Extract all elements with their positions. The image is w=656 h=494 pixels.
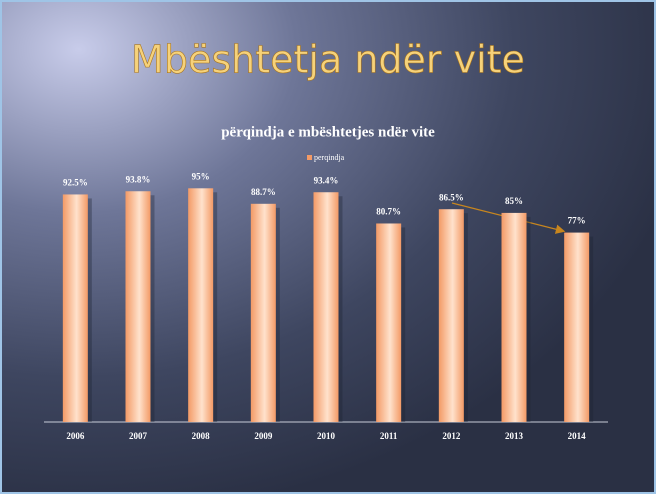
- bar: [125, 191, 151, 422]
- x-tick-label: 2006: [66, 431, 85, 441]
- x-tick-label: 2013: [505, 431, 524, 441]
- bar: [188, 188, 214, 422]
- x-tick-label: 2011: [380, 431, 398, 441]
- chart-title: përqindja e mbështetjes ndër vite: [221, 124, 435, 140]
- value-label: 86.5%: [439, 192, 464, 202]
- bar: [564, 232, 590, 422]
- bar: [438, 209, 464, 422]
- bar: [376, 223, 402, 422]
- legend-label: perqindja: [314, 153, 345, 162]
- x-tick-label: 2014: [568, 431, 587, 441]
- value-label: 77%: [568, 216, 586, 226]
- bar: [501, 212, 527, 422]
- x-tick-label: 2009: [254, 431, 273, 441]
- x-tick-label: 2012: [442, 431, 461, 441]
- value-label: 95%: [192, 171, 210, 181]
- x-tick-label: 2008: [192, 431, 211, 441]
- bar: [313, 192, 339, 422]
- bar: [62, 194, 88, 422]
- value-label: 85%: [505, 196, 523, 206]
- bar: [250, 203, 276, 422]
- value-label: 93.4%: [314, 175, 339, 185]
- value-label: 80.7%: [376, 207, 401, 217]
- value-label: 93.8%: [126, 174, 151, 184]
- value-label: 88.7%: [251, 187, 276, 197]
- slide-title: Mbështetja ndër vite: [131, 38, 525, 82]
- value-label: 92.5%: [63, 178, 88, 188]
- legend-swatch: [307, 155, 312, 160]
- x-tick-label: 2010: [317, 431, 336, 441]
- x-tick-label: 2007: [129, 431, 148, 441]
